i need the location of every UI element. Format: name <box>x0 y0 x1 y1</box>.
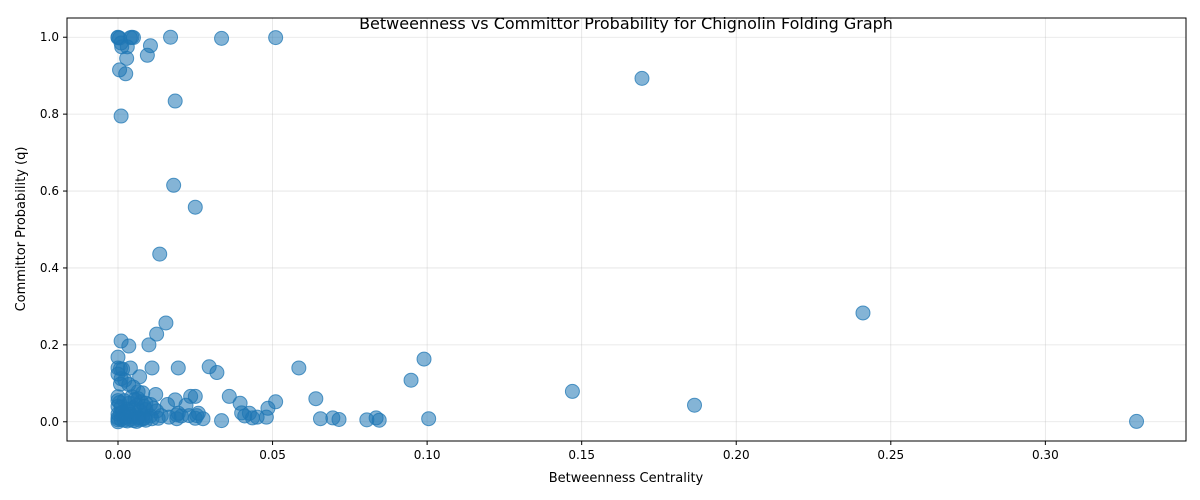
y-tick-label: 0.0 <box>40 415 59 429</box>
data-point <box>687 397 703 413</box>
y-axis-ticks: 0.0 0.2 0.4 0.6 0.8 1.0 <box>40 30 67 429</box>
data-point <box>268 30 284 46</box>
data-point <box>141 337 157 353</box>
data-point <box>371 412 387 428</box>
data-point <box>1129 413 1145 429</box>
data-point <box>166 177 182 193</box>
plot-frame <box>66 17 1187 442</box>
data-point <box>146 400 162 416</box>
data-point <box>634 70 650 86</box>
data-point <box>130 391 146 407</box>
x-axis-ticks: 0.00 0.05 0.10 0.15 0.20 0.25 0.30 <box>105 441 1059 462</box>
data-point <box>167 93 183 109</box>
x-axis-label: Betweenness Centrality <box>549 471 704 486</box>
data-point <box>113 108 129 124</box>
x-tick-label: 0.10 <box>414 448 441 462</box>
x-tick-label: 0.20 <box>723 448 750 462</box>
data-point <box>421 411 437 427</box>
y-tick-label: 0.4 <box>40 261 59 275</box>
data-point <box>214 30 230 46</box>
data-point <box>416 351 432 367</box>
data-point <box>163 29 179 45</box>
data-point <box>158 315 174 331</box>
data-point <box>331 411 347 427</box>
data-point <box>221 388 237 404</box>
x-tick-label: 0.15 <box>568 448 595 462</box>
data-point <box>112 62 128 78</box>
data-point <box>403 372 419 388</box>
data-point <box>121 338 137 354</box>
data-point <box>308 391 324 407</box>
data-point <box>291 360 307 376</box>
data-point <box>152 246 168 262</box>
data-point <box>564 383 580 399</box>
grid <box>67 18 1186 441</box>
data-point <box>122 360 138 376</box>
data-point <box>187 199 203 215</box>
y-tick-label: 0.6 <box>40 184 59 198</box>
x-tick-label: 0.00 <box>105 448 132 462</box>
data-point <box>195 411 211 427</box>
x-tick-label: 0.25 <box>877 448 904 462</box>
data-point <box>214 413 230 429</box>
data-points <box>110 29 1145 430</box>
data-point <box>170 360 186 376</box>
data-point <box>125 30 141 46</box>
data-point <box>855 305 871 321</box>
y-tick-label: 0.2 <box>40 338 59 352</box>
x-tick-label: 0.05 <box>259 448 286 462</box>
data-point <box>142 38 158 54</box>
y-tick-label: 0.8 <box>40 107 59 121</box>
x-tick-label: 0.30 <box>1032 448 1059 462</box>
y-axis-label: Committor Probability (q) <box>14 147 29 312</box>
data-point <box>144 360 160 376</box>
data-point <box>209 365 225 381</box>
data-point <box>169 411 185 427</box>
data-point <box>149 326 165 342</box>
data-point <box>258 409 274 425</box>
data-point <box>187 388 203 404</box>
data-point <box>268 394 284 410</box>
chart-title: Betweenness vs Committor Probability for… <box>359 14 893 33</box>
y-tick-label: 1.0 <box>40 30 59 44</box>
data-point <box>119 50 135 66</box>
